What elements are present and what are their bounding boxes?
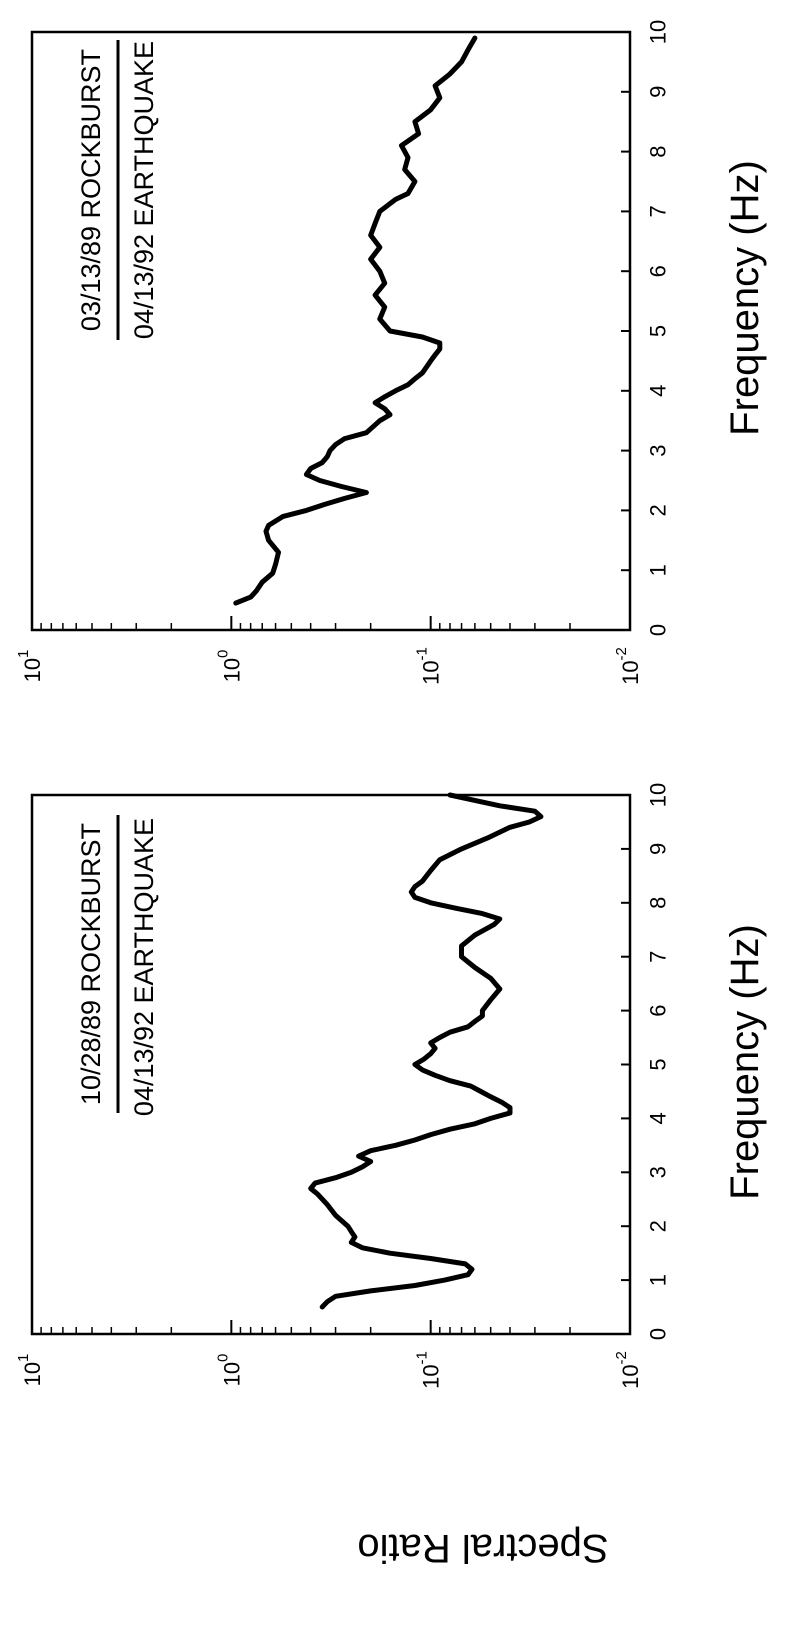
x-tick-label: 6 (646, 265, 671, 277)
x-tick-label: 0 (646, 1328, 671, 1340)
x-tick-label: 5 (646, 1058, 671, 1070)
chart-left: 0 1 2 3 4 5 6 7 8 9 10 101 100 10-1 10-2 10/28/89 ROC… (15, 783, 768, 1389)
y-tick-label: 10-2 (613, 647, 643, 685)
plot-frame-left (30, 793, 632, 1336)
x-tick-label: 3 (646, 444, 671, 456)
y-tick-label: 101 (15, 1354, 45, 1387)
x-tick-label: 9 (646, 86, 671, 98)
y-tick-label: 100 (214, 650, 244, 683)
x-tick-label: 8 (646, 897, 671, 909)
x-tick-label: 7 (646, 951, 671, 963)
y-tick-label: 100 (214, 1354, 244, 1387)
x-tick-label: 10 (646, 783, 671, 807)
x-tick-label: 0 (646, 624, 671, 636)
y-tick-label: 10-2 (613, 1351, 643, 1389)
x-axis-left: 0 1 2 3 4 5 6 7 8 9 10 (621, 783, 671, 1340)
x-tick-label: 5 (646, 325, 671, 337)
y-tick-label: 10-1 (413, 647, 443, 685)
x-tick-label: 8 (646, 145, 671, 157)
x-tick-label: 4 (646, 1112, 671, 1124)
y-tick-label: 101 (15, 650, 45, 683)
figure-ylabel: Spectral Ratio (357, 1526, 608, 1570)
annotation-bottom-right: 04/13/92 EARTHQUAKE (129, 41, 159, 339)
x-axis-label-right: Frequency (Hz) (723, 160, 767, 436)
x-tick-label: 1 (646, 1274, 671, 1286)
x-tick-label: 1 (646, 564, 671, 576)
y-axis-left: 101 100 10-1 10-2 (15, 1320, 643, 1389)
series-line-left (308, 792, 544, 1310)
annotation-top-left: 10/28/89 ROCKBURST (76, 823, 106, 1105)
series-line-right (233, 35, 478, 606)
plot-frame-right (30, 30, 632, 632)
x-tick-label: 2 (646, 504, 671, 516)
annotation-top-right: 03/13/89 ROCKBURST (76, 49, 106, 331)
x-tick-label: 6 (646, 1004, 671, 1016)
x-tick-label: 2 (646, 1220, 671, 1232)
x-tick-label: 3 (646, 1166, 671, 1178)
y-axis-right: 101 100 10-1 10-2 (15, 616, 643, 685)
annotation-bottom-left: 04/13/92 EARTHQUAKE (129, 818, 159, 1116)
chart-right: 0 1 2 3 4 5 6 7 8 9 10 101 100 10-1 10-2 03/13/89 ROC… (15, 20, 768, 685)
y-tick-label: 10-1 (413, 1351, 443, 1389)
x-tick-label: 10 (646, 20, 671, 44)
x-axis-right: 0 1 2 3 4 5 6 7 8 9 10 (621, 20, 671, 636)
x-tick-label: 4 (646, 385, 671, 397)
x-tick-label: 9 (646, 843, 671, 855)
x-axis-label-left: Frequency (Hz) (723, 924, 767, 1200)
x-tick-label: 7 (646, 205, 671, 217)
